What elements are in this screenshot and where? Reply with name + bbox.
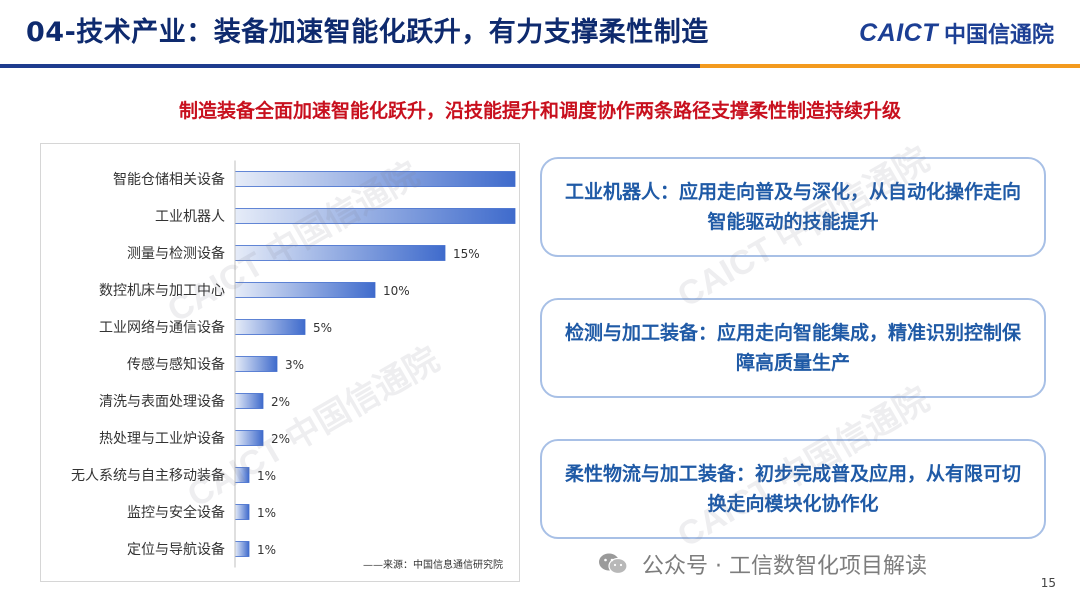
category-label: 热处理与工业炉设备 [99, 430, 225, 447]
data-label: 5% [313, 321, 332, 335]
bar [234, 282, 376, 298]
data-label: 1% [257, 506, 276, 520]
category-label: 无人系统与自主移动装备 [71, 467, 225, 484]
data-label: 3% [285, 358, 304, 372]
bar [234, 430, 264, 446]
category-label: 清洗与表面处理设备 [99, 393, 225, 410]
category-label: 智能仓储相关设备 [113, 171, 225, 188]
category-label: 工业机器人 [155, 209, 225, 225]
bar [234, 393, 264, 409]
bar [234, 319, 306, 335]
category-label: 数控机床与加工中心 [99, 283, 225, 299]
logo-text: 中国信通院 [943, 23, 1054, 48]
slide-subtitle: 制造装备全面加速智能化跃升，沿技能提升和调度协作两条路径支撑柔性制造持续升级 [178, 100, 901, 122]
insight-card-logistics: 柔性物流与加工装备：初步完成普及应用，从有限可切换走向模块化协作化 [540, 439, 1046, 539]
data-label: 1% [257, 543, 276, 557]
slide-title: 04-技术产业：装备加速智能化跃升，有力支撑柔性制造 [26, 17, 709, 48]
insight-card-text: 柔性物流与加工装备：初步完成普及应用，从有限可切换走向模块化协作化 [564, 463, 1021, 515]
data-label: 2% [271, 432, 290, 446]
category-label: 工业网络与通信设备 [99, 319, 225, 336]
data-label: 1% [257, 469, 276, 483]
category-label: 传感与感知设备 [127, 356, 225, 373]
bar [234, 504, 250, 520]
insight-card-text: 工业机器人：应用走向普及与深化，从自动化操作走向智能驱动的技能提升 [564, 181, 1021, 233]
bar-chart-panel: 智能仓储相关设备20%工业机器人20%测量与检测设备15%数控机床与加工中心10… [40, 143, 520, 582]
logo-mark: CAICT [859, 18, 938, 47]
bar [234, 245, 446, 261]
header-rule-blue [0, 64, 700, 68]
bar-chart: 智能仓储相关设备20%工业机器人20%测量与检测设备15%数控机床与加工中心10… [71, 160, 516, 568]
data-label: 10% [383, 284, 410, 298]
data-label: 15% [453, 247, 480, 261]
bar [234, 467, 250, 483]
insight-card-inspection: 检测与加工装备：应用走向智能集成，精准识别控制保障高质量生产 [540, 298, 1046, 398]
footer-account-text: 公众号 · 工信数智化项目解读 [642, 554, 927, 579]
category-label: 测量与检测设备 [127, 245, 225, 262]
insight-card-text: 检测与加工装备：应用走向智能集成，精准识别控制保障高质量生产 [564, 322, 1021, 374]
slide-header: 04-技术产业：装备加速智能化跃升，有力支撑柔性制造 CAICT 中国信通院 [0, 0, 1080, 68]
bar [234, 541, 250, 557]
bar [234, 208, 516, 224]
header-rule-orange [700, 64, 1080, 68]
category-label: 定位与导航设备 [127, 541, 225, 558]
insight-card-robot: 工业机器人：应用走向普及与深化，从自动化操作走向智能驱动的技能提升 [540, 157, 1046, 257]
data-label: 2% [271, 395, 290, 409]
page-number: 15 [1040, 576, 1056, 590]
wechat-icon [599, 553, 628, 575]
footer-account: 公众号 · 工信数智化项目解读 [598, 548, 927, 580]
category-label: 监控与安全设备 [127, 504, 225, 521]
bar [234, 356, 278, 372]
bar [234, 171, 516, 187]
chart-source: ——来源：中国信息通信研究院 [363, 560, 503, 571]
caict-logo: CAICT 中国信通院 [859, 16, 1054, 50]
